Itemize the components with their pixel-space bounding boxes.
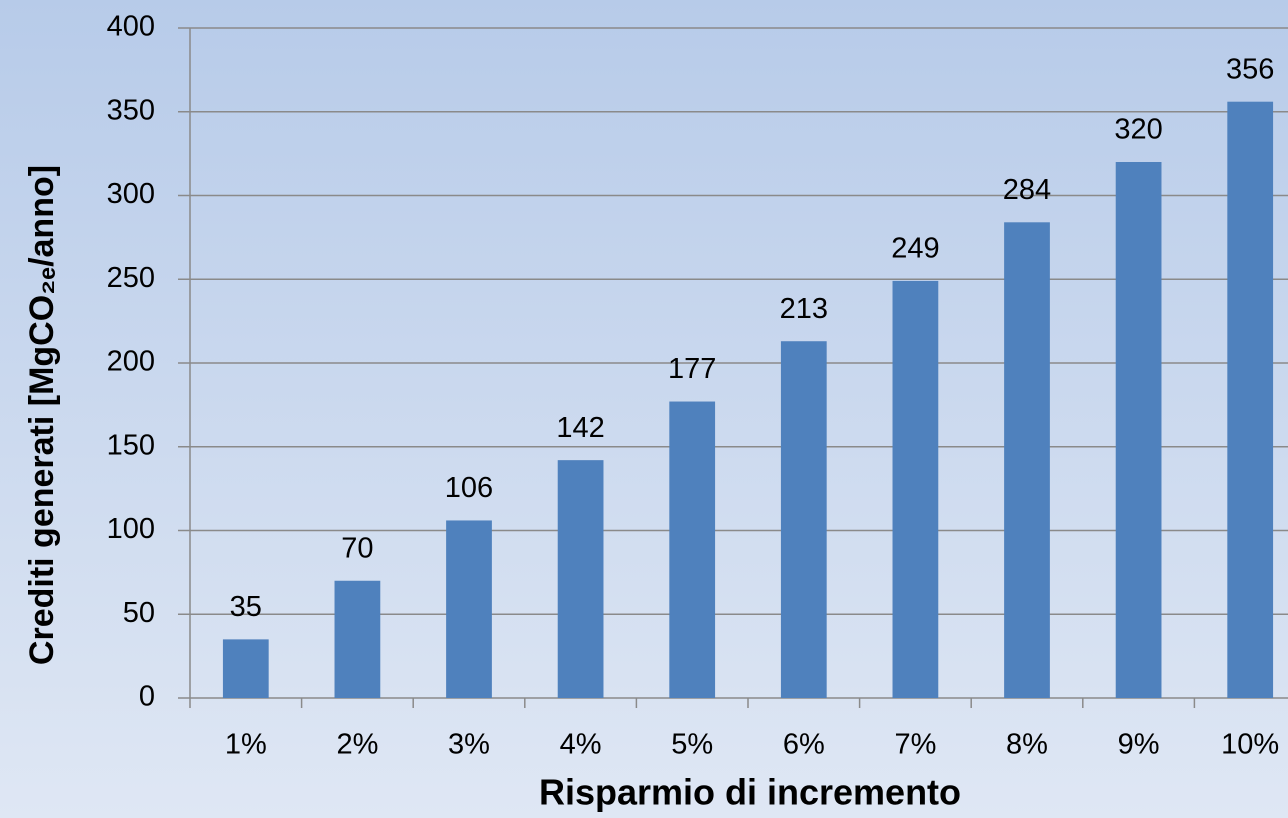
x-tick-label: 4%: [560, 729, 602, 761]
bar: [669, 401, 716, 698]
y-tick-label: 0: [139, 681, 155, 713]
y-tick-label: 100: [107, 513, 155, 545]
value-label: 142: [556, 412, 604, 444]
bar: [780, 341, 827, 698]
x-tick-label: 6%: [783, 729, 825, 761]
x-tick-label: 7%: [894, 729, 936, 761]
y-tick-label: 200: [107, 346, 155, 378]
bar: [1227, 101, 1274, 698]
value-label: 35: [230, 591, 262, 623]
x-tick-label: 3%: [448, 729, 490, 761]
x-tick-label: 5%: [671, 729, 713, 761]
y-axis-label: Crediti generati [MgCO₂ₑ/anno]: [23, 165, 61, 665]
x-tick-label: 10%: [1221, 729, 1279, 761]
y-tick-label: 50: [123, 597, 155, 629]
y-tick-label: 300: [107, 178, 155, 210]
y-tick-label: 350: [107, 94, 155, 126]
value-label: 320: [1114, 114, 1162, 146]
value-label: 70: [341, 532, 373, 564]
value-label: 249: [891, 233, 939, 265]
x-tick-label: 9%: [1118, 729, 1160, 761]
value-label: 213: [780, 293, 828, 325]
value-label: 356: [1226, 53, 1274, 85]
bar: [446, 520, 492, 698]
x-tick-label: 2%: [336, 729, 378, 761]
x-axis-label: Risparmio di incremento: [539, 772, 961, 813]
value-label: 106: [445, 472, 493, 504]
y-tick-label: 150: [107, 429, 155, 461]
y-tick-label: 250: [107, 262, 155, 294]
value-label: 284: [1003, 174, 1051, 206]
y-tick-label: 400: [107, 11, 155, 43]
value-label: 177: [668, 353, 716, 385]
bar: [1004, 222, 1050, 699]
bar: [222, 639, 269, 698]
bar: [892, 280, 939, 698]
x-tick-label: 1%: [225, 729, 267, 761]
bar: [334, 580, 381, 698]
bar: [557, 460, 604, 698]
bar: [1115, 162, 1162, 698]
x-tick-label: 8%: [1006, 729, 1048, 761]
